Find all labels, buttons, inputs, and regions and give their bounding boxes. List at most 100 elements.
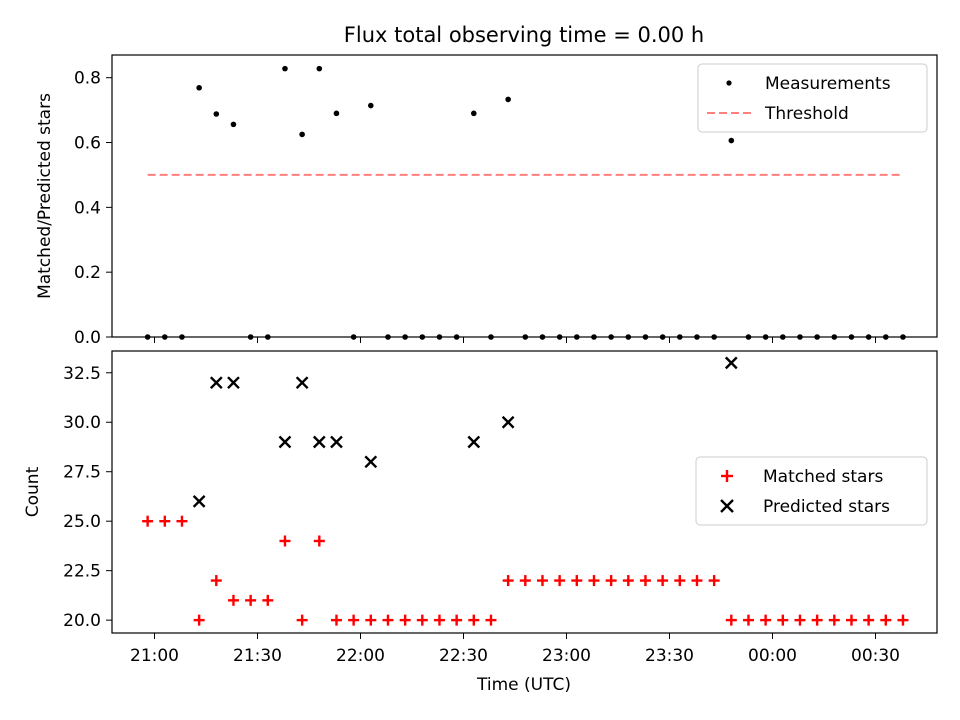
legend-threshold-label: Threshold: [764, 104, 849, 124]
matched-star-point: [519, 575, 531, 587]
matched-star-point: [863, 614, 875, 626]
predicted-star-point: [501, 415, 515, 429]
matched-star-point: [159, 515, 171, 527]
matched-star-point: [777, 614, 789, 626]
predicted-star-point: [227, 376, 240, 390]
matched-star-point: [588, 575, 600, 587]
matched-star-point: [348, 614, 360, 626]
measurement-point: [333, 110, 340, 117]
matched-star-point: [210, 575, 222, 587]
measurement-point: [196, 84, 202, 91]
x-axis-label: Time (UTC): [476, 675, 571, 695]
matched-star-point: [811, 614, 823, 626]
chart-title: Flux total observing time = 0.00 h: [344, 23, 704, 47]
top-legend-box: [697, 63, 928, 133]
matched-star-point: [365, 614, 377, 626]
matched-star-point: [794, 614, 806, 626]
bottom-ytick-label: 30.0: [63, 413, 101, 433]
bottom-xtick-label: 23:30: [645, 646, 694, 666]
bottom-axes-frame: [111, 350, 938, 634]
bottom-xtick-label: 22:30: [439, 646, 488, 666]
matched-star-point: [416, 614, 428, 626]
matched-star-point: [176, 515, 188, 527]
matched-star-point: [262, 594, 274, 606]
bottom-ytick-label: 32.5: [63, 364, 101, 384]
predicted-star-point: [209, 376, 223, 390]
matched-star-point: [330, 614, 342, 626]
predicted-star-point: [312, 435, 326, 449]
predicted-star-point: [467, 435, 481, 449]
matched-star-point: [536, 575, 548, 587]
bottom-xtick-label: 00:30: [851, 646, 900, 666]
bottom-ytick-label: 27.5: [63, 463, 101, 483]
top-ytick-label: 0.0: [74, 328, 101, 348]
predicted-star-point: [295, 376, 309, 390]
measurement-point: [505, 96, 511, 103]
matched-star-point: [742, 614, 754, 626]
top-ytick-label: 0.6: [74, 134, 101, 154]
matched-star-point: [554, 575, 566, 587]
measurement-point: [368, 102, 374, 109]
matched-star-point: [639, 575, 651, 587]
matched-star-point: [502, 575, 514, 587]
top-panel: Flux total observing time = 0.00 h 0.0 0.…: [35, 23, 938, 348]
bottom-xtick-label: 22:00: [336, 646, 385, 666]
predicted-star-point: [364, 455, 378, 469]
bottom-panel: 20.0 22.5 25.0 27.5 30.0 32.5 21:00 21:30 22:00 2…: [23, 350, 938, 695]
legend-measurements-marker: [726, 80, 732, 86]
matched-star-point: [605, 575, 617, 587]
matched-star-point: [399, 614, 411, 626]
measurement-point: [299, 131, 305, 138]
bottom-legend-box: [695, 456, 928, 526]
measurement-point: [282, 65, 288, 72]
matched-star-point: [193, 614, 205, 626]
matched-star-point: [657, 575, 669, 587]
matched-star-point: [468, 614, 480, 626]
measurement-point: [471, 110, 477, 117]
bottom-y-axis-label: Count: [23, 466, 43, 517]
matched-star-point: [845, 614, 857, 626]
matched-star-point: [485, 614, 497, 626]
matched-star-point: [451, 614, 463, 626]
matched-star-point: [725, 614, 737, 626]
top-y-axis-label: Matched/Predicted stars: [35, 93, 55, 299]
legend-matched-marker: [721, 470, 733, 482]
top-axes-frame: [111, 54, 938, 338]
measurement-point: [213, 111, 220, 117]
matched-star-point: [760, 614, 772, 626]
bottom-legend: Matched stars Predicted stars: [695, 456, 928, 526]
matched-star-point: [313, 535, 325, 547]
legend-matched-label: Matched stars: [763, 467, 883, 487]
measurement-point: [316, 65, 323, 72]
matched-star-point: [622, 575, 634, 587]
measurement-point: [728, 137, 735, 144]
predicted-star-point: [330, 435, 343, 449]
predicted-star-point: [192, 495, 206, 508]
matched-star-point: [880, 614, 892, 626]
bottom-xtick-label: 23:00: [542, 646, 591, 666]
bottom-ytick-label: 25.0: [63, 512, 101, 532]
matched-star-point: [897, 614, 909, 626]
matched-star-point: [433, 614, 445, 626]
predicted-star-point: [724, 356, 738, 370]
matched-star-point: [828, 614, 840, 626]
matched-star-point: [279, 535, 291, 547]
legend-measurements-label: Measurements: [765, 74, 891, 94]
bottom-ytick-label: 20.0: [63, 611, 101, 631]
matched-star-point: [296, 614, 308, 626]
legend-predicted-label: Predicted stars: [763, 497, 890, 517]
bottom-xtick-label: 21:30: [233, 646, 282, 666]
legend-predicted-marker: [720, 499, 734, 513]
bottom-xtick-label: 00:00: [748, 646, 797, 666]
top-legend: Measurements Threshold: [697, 63, 928, 133]
matched-star-point: [674, 575, 686, 587]
matched-star-point: [227, 594, 239, 606]
matched-star-point: [382, 614, 394, 626]
bottom-xtick-label: 21:00: [130, 646, 179, 666]
matched-star-point: [708, 575, 720, 587]
predicted-star-point: [278, 435, 292, 449]
matched-star-point: [691, 575, 703, 587]
top-ytick-label: 0.2: [74, 263, 101, 283]
bottom-ytick-label: 22.5: [63, 562, 101, 582]
